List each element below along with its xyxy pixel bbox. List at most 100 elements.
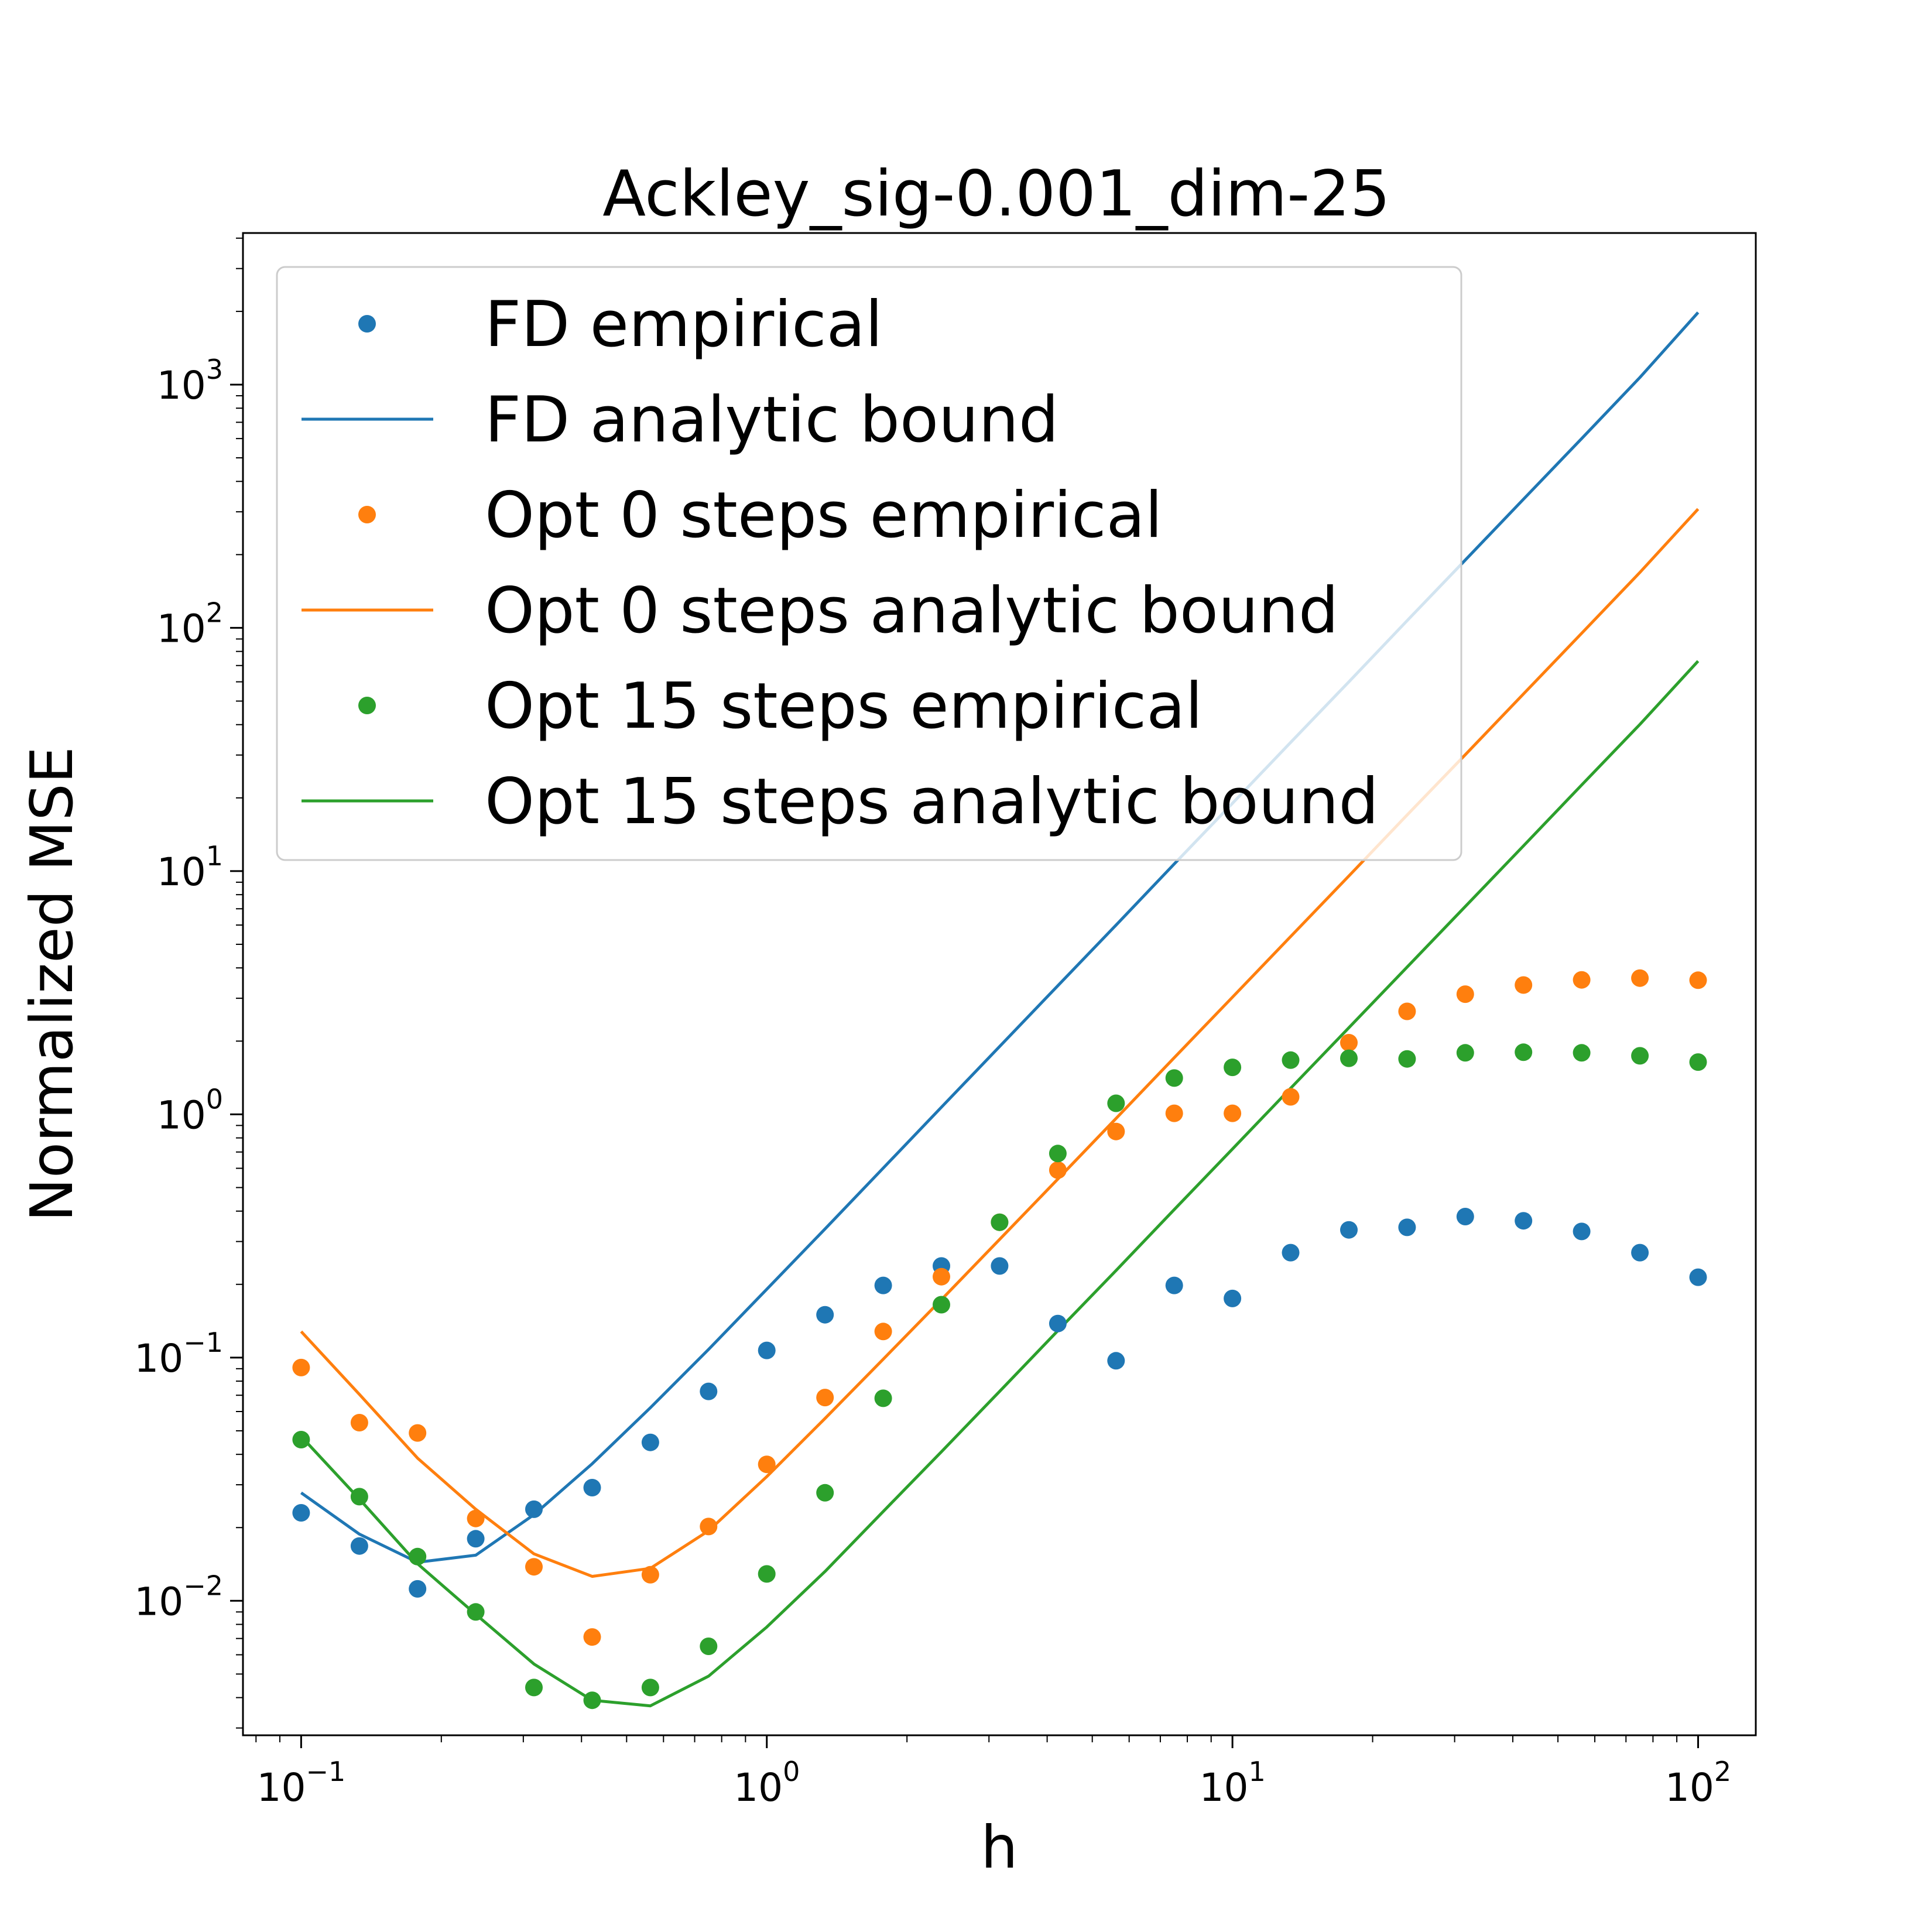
- y-tick-base: 10: [157, 363, 206, 408]
- x-tick-base: 10: [256, 1765, 306, 1810]
- legend: FD empirical FD analytic bound Opt 0 steps…: [276, 266, 1462, 861]
- data-point: [1340, 1221, 1358, 1239]
- x-tick-label: 102: [1665, 1756, 1731, 1810]
- data-point: [1340, 1034, 1358, 1051]
- legend-label: Opt 15 steps empirical: [485, 670, 1203, 743]
- data-point: [1573, 971, 1591, 989]
- x-tick-base: 10: [1665, 1765, 1714, 1810]
- data-point: [292, 1431, 310, 1448]
- data-point: [1631, 1244, 1649, 1262]
- data-point: [292, 1504, 310, 1522]
- data-point: [816, 1484, 834, 1502]
- data-point: [1224, 1059, 1242, 1077]
- x-tick-exponent: 0: [783, 1756, 800, 1787]
- y-tick-exponent: 1: [206, 840, 223, 872]
- x-tick-label: 10−1: [256, 1756, 345, 1810]
- data-point: [758, 1341, 776, 1359]
- x-tick-base: 10: [1199, 1765, 1248, 1810]
- data-point: [1049, 1145, 1067, 1163]
- x-tick-base: 10: [734, 1765, 783, 1810]
- data-point: [1165, 1104, 1183, 1122]
- y-axis-label: Normalized MSE: [18, 746, 86, 1222]
- data-point: [1398, 1002, 1416, 1020]
- legend-label: FD empirical: [485, 288, 883, 361]
- data-point: [583, 1691, 601, 1710]
- series-line: [300, 508, 1700, 1578]
- y-tick-label: 103: [157, 354, 223, 408]
- y-tick-label: 101: [157, 840, 223, 895]
- data-point: [583, 1479, 601, 1496]
- data-point: [1573, 1044, 1591, 1062]
- data-point: [874, 1276, 892, 1294]
- y-tick-exponent: −1: [183, 1327, 223, 1358]
- data-point: [409, 1580, 427, 1598]
- y-tick-label: 10−2: [134, 1570, 223, 1624]
- y-tick-base: 10: [157, 849, 206, 895]
- data-point: [991, 1257, 1009, 1275]
- y-tick-label: 10−1: [134, 1327, 223, 1381]
- data-point: [1165, 1276, 1183, 1294]
- data-point: [1224, 1289, 1242, 1307]
- y-tick-label: 100: [157, 1083, 223, 1138]
- legend-label: Opt 0 steps empirical: [485, 479, 1163, 552]
- data-point: [1515, 1212, 1533, 1230]
- x-tick-label: 101: [1199, 1756, 1265, 1810]
- data-point: [1456, 1208, 1474, 1225]
- y-tick-base: 10: [134, 1336, 183, 1381]
- legend-label: Opt 15 steps analytic bound: [485, 765, 1379, 838]
- y-tick-exponent: 2: [206, 597, 223, 628]
- data-point: [525, 1678, 543, 1697]
- series-line: [300, 660, 1700, 1708]
- data-point: [933, 1296, 950, 1314]
- data-point: [1515, 976, 1533, 994]
- x-axis-label: h: [981, 1813, 1018, 1882]
- data-point: [467, 1509, 485, 1527]
- data-point: [1689, 1053, 1707, 1071]
- data-point: [1340, 1049, 1358, 1067]
- chart-title: Ackley_sig-0.001_dim-25: [602, 157, 1390, 231]
- data-point: [758, 1565, 776, 1583]
- data-point: [758, 1455, 776, 1474]
- data-point: [1631, 1047, 1649, 1065]
- x-tick-exponent: 1: [1248, 1756, 1265, 1787]
- data-point: [1456, 1044, 1474, 1062]
- data-point: [467, 1603, 485, 1621]
- data-point: [1224, 1104, 1242, 1122]
- data-point: [1107, 1352, 1125, 1370]
- data-point: [350, 1537, 368, 1555]
- x-axis: 10−1 100 101 102: [255, 1735, 1731, 1810]
- data-point: [409, 1424, 427, 1442]
- data-point: [991, 1213, 1009, 1231]
- data-point: [933, 1268, 950, 1286]
- x-tick-label: 100: [734, 1756, 800, 1810]
- data-point: [1049, 1314, 1067, 1332]
- data-point: [292, 1358, 310, 1376]
- data-point: [1107, 1122, 1125, 1140]
- y-tick-base: 10: [157, 606, 206, 651]
- plot-frame: [242, 232, 1757, 1736]
- data-point: [350, 1414, 368, 1431]
- series-layer: [292, 311, 1707, 1710]
- x-tick-exponent: −1: [306, 1756, 345, 1787]
- data-point: [816, 1306, 834, 1324]
- data-point: [583, 1628, 601, 1646]
- y-tick-exponent: −2: [183, 1570, 223, 1601]
- data-point: [700, 1517, 718, 1536]
- legend-marker: [358, 315, 376, 333]
- data-point: [1282, 1244, 1300, 1262]
- data-point: [1515, 1043, 1533, 1061]
- data-point: [525, 1500, 543, 1518]
- y-tick-base: 10: [134, 1579, 183, 1624]
- data-point: [1398, 1218, 1416, 1236]
- data-point: [1282, 1051, 1300, 1069]
- y-tick-exponent: 0: [206, 1083, 223, 1115]
- y-tick-exponent: 3: [206, 354, 223, 385]
- data-point: [816, 1389, 834, 1407]
- data-point: [874, 1323, 892, 1341]
- data-point: [1573, 1222, 1591, 1241]
- data-point: [1689, 971, 1707, 989]
- data-point: [700, 1638, 718, 1655]
- data-point: [641, 1433, 659, 1451]
